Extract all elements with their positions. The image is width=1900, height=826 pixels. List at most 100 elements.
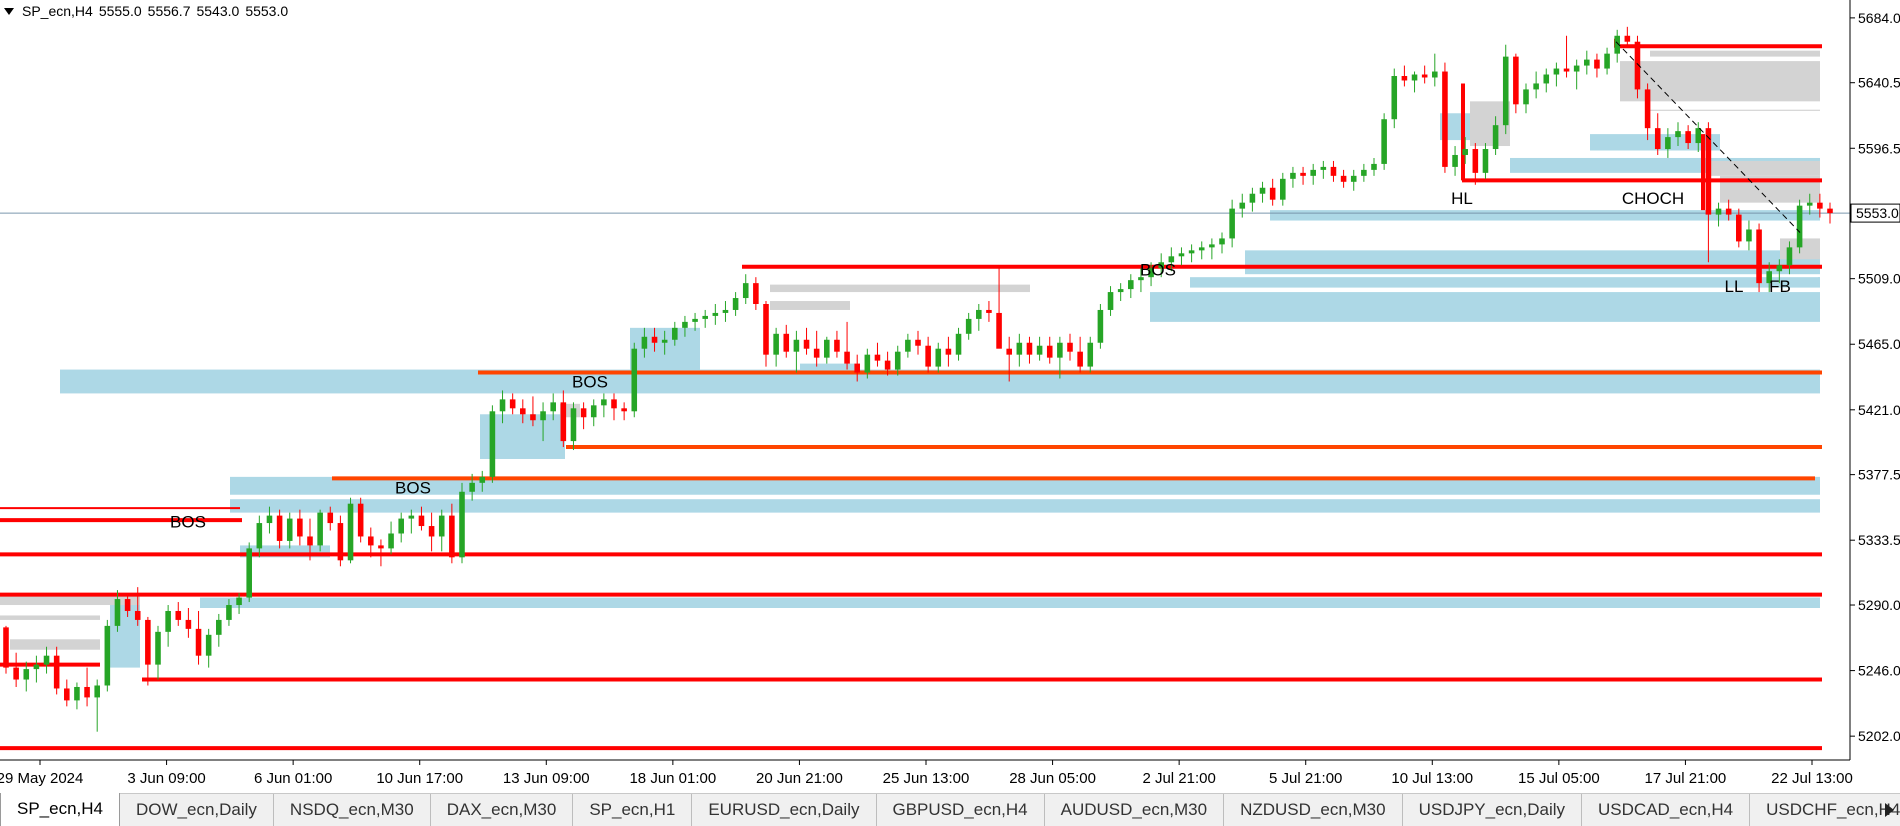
candle-body	[1350, 175, 1357, 182]
candle-body	[1553, 68, 1560, 75]
candle	[712, 304, 719, 325]
tab-eurusd-ecn-daily[interactable]: EURUSD_ecn,Daily	[692, 794, 877, 826]
candle-body	[1290, 172, 1296, 179]
tab-gbpusd-ecn-h4[interactable]: GBPUSD_ecn,H4	[877, 794, 1045, 826]
tab-sp-ecn-h4[interactable]: SP_ecn,H4	[0, 793, 120, 826]
candle-body	[256, 523, 263, 549]
candle	[134, 587, 141, 626]
candle	[297, 509, 303, 546]
price-label: 5421.0	[1858, 402, 1900, 418]
current-price-box	[1850, 203, 1900, 223]
candle-body	[1006, 348, 1012, 355]
candle	[3, 625, 9, 674]
candle	[1330, 160, 1337, 182]
candle-body	[580, 408, 587, 418]
candle-body	[1675, 131, 1681, 138]
candle	[1036, 336, 1043, 361]
annotation-label: BOS	[1140, 261, 1176, 280]
candle	[1604, 47, 1610, 75]
candle-body	[418, 515, 425, 527]
candle	[74, 682, 80, 710]
candle	[1026, 336, 1033, 364]
candle-body	[84, 686, 90, 698]
candle-body	[286, 518, 293, 541]
candle	[1239, 193, 1246, 218]
candle	[1138, 268, 1144, 293]
tab-audusd-ecn-m30[interactable]: AUDUSD_ecn,M30	[1045, 794, 1225, 826]
time-label: 13 Jun 09:00	[503, 770, 590, 787]
candle	[1654, 113, 1661, 155]
candle-body	[1604, 53, 1610, 69]
candle-body	[824, 339, 830, 358]
overlay: BOS BOS BOS BOS HL CHOCH LL FB	[170, 41, 1801, 532]
tab-dow-ecn-daily[interactable]: DOW_ecn,Daily	[120, 794, 274, 826]
candle	[1594, 53, 1600, 78]
caret-down-icon[interactable]	[4, 7, 14, 15]
supply-zone	[1620, 61, 1820, 102]
candles	[3, 26, 1833, 732]
candle	[1188, 244, 1195, 263]
candle	[1806, 193, 1813, 215]
supply-zone	[10, 639, 100, 650]
candle-body	[1665, 137, 1671, 150]
candle-body	[1442, 71, 1448, 167]
candle-body	[1472, 149, 1479, 173]
candle	[1482, 143, 1489, 179]
price-label: 5333.5	[1858, 532, 1900, 548]
candle	[276, 509, 283, 549]
annotation-label: BOS	[170, 513, 206, 532]
tab-usdcad-ecn-h4[interactable]: USDCAD_ecn,H4	[1582, 794, 1751, 826]
candle	[611, 393, 617, 421]
candle	[1219, 232, 1225, 254]
demand-zone	[1818, 277, 1820, 284]
candle	[114, 590, 121, 632]
candle-body	[1523, 89, 1529, 105]
candle	[570, 402, 577, 451]
price-axis: 5684.0 5640.5 5596.5 5509.0 5465.0 5421.0 5377…	[1850, 10, 1900, 744]
candle	[793, 330, 800, 373]
candle	[327, 506, 334, 531]
candle-body	[408, 515, 415, 519]
candle-body	[976, 309, 982, 319]
tab-usdjpy-ecn-daily[interactable]: USDJPY_ecn,Daily	[1403, 794, 1583, 826]
candle-body	[854, 363, 860, 373]
candle-body	[33, 664, 40, 670]
candle-body	[682, 321, 688, 328]
candle	[621, 402, 627, 421]
tab-nzdusd-ecn-m30[interactable]: NZDUSD_ecn,M30	[1224, 794, 1403, 826]
candle-body	[621, 408, 627, 412]
scroll-right-icon[interactable]	[1885, 803, 1894, 817]
candle	[1523, 83, 1529, 114]
candle-body	[550, 402, 556, 412]
candle	[661, 330, 668, 355]
candle-body	[479, 476, 486, 483]
candle	[742, 274, 749, 304]
price-chart[interactable]: BOS BOS BOS BOS HL CHOCH LL FB 5684.0 5640.5 5596…	[0, 0, 1900, 793]
candle-body	[1573, 65, 1580, 72]
candle-body	[1513, 56, 1519, 105]
candle-body	[1280, 178, 1286, 200]
candle	[347, 497, 354, 564]
candle	[1675, 122, 1681, 147]
tab-dax-ecn-m30[interactable]: DAX_ecn,M30	[431, 794, 574, 826]
candle-body	[1361, 169, 1367, 176]
candle-body	[793, 339, 800, 352]
candle	[1614, 29, 1620, 63]
tab-nsdq-ecn-m30[interactable]: NSDQ_ecn,M30	[274, 794, 431, 826]
candle	[692, 312, 698, 331]
tab-usdchf-ecn-h4[interactable]: USDCHF_ecn,H4	[1750, 794, 1900, 826]
candle	[104, 619, 111, 692]
demand-zone	[230, 476, 1820, 495]
tab-sp-ecn-h1[interactable]: SP_ecn,H1	[573, 794, 693, 826]
demand-zone	[240, 545, 330, 558]
candle-body	[1077, 351, 1083, 367]
candle	[530, 396, 536, 427]
candle	[165, 605, 171, 647]
candle-body	[1057, 342, 1063, 358]
trend-line	[1615, 41, 1801, 233]
candle	[1452, 146, 1458, 176]
candle-body	[1776, 265, 1783, 272]
candle-body	[266, 515, 273, 524]
candle	[1087, 336, 1094, 373]
